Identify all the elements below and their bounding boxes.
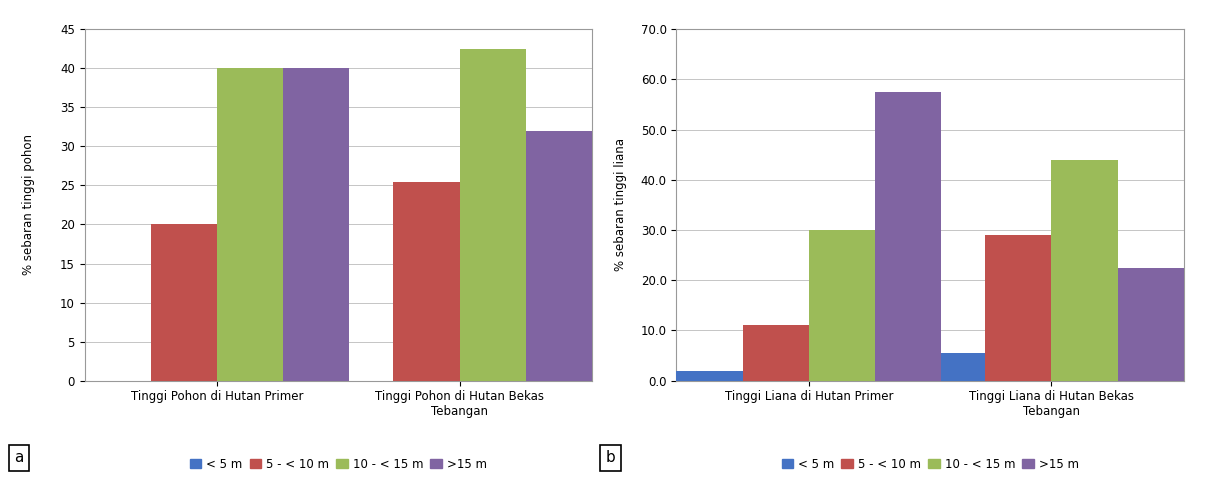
Bar bbox=[459, 49, 525, 381]
Legend: < 5 m, 5 - < 10 m, 10 - < 15 m, >15 m: < 5 m, 5 - < 10 m, 10 - < 15 m, >15 m bbox=[777, 453, 1084, 476]
Text: b: b bbox=[605, 450, 615, 466]
Bar bbox=[217, 68, 283, 381]
Bar bbox=[875, 92, 941, 381]
Bar bbox=[283, 68, 349, 381]
Bar bbox=[919, 353, 986, 381]
Bar bbox=[151, 224, 217, 381]
Text: % sebaran tinggi liana: % sebaran tinggi liana bbox=[614, 139, 627, 271]
Bar bbox=[743, 325, 809, 381]
Bar bbox=[1117, 268, 1184, 381]
Bar bbox=[525, 131, 592, 381]
Legend: < 5 m, 5 - < 10 m, 10 - < 15 m, >15 m: < 5 m, 5 - < 10 m, 10 - < 15 m, >15 m bbox=[185, 453, 492, 476]
Text: a: a bbox=[14, 450, 23, 466]
Text: % sebaran tinggi pohon: % sebaran tinggi pohon bbox=[22, 135, 35, 275]
Bar bbox=[986, 235, 1051, 381]
Bar bbox=[809, 230, 875, 381]
Bar bbox=[676, 370, 743, 381]
Bar bbox=[1051, 160, 1117, 381]
Bar bbox=[394, 182, 459, 381]
